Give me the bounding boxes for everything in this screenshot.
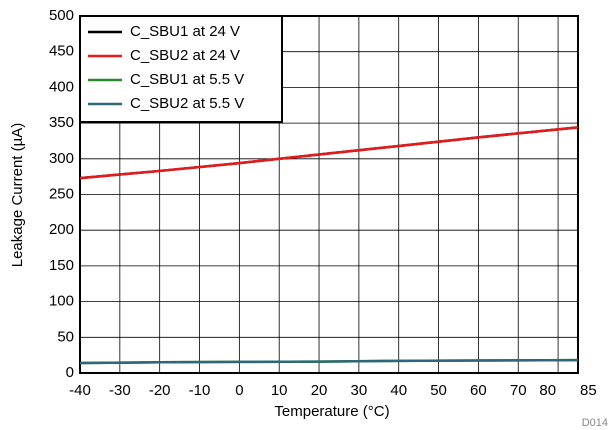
y-tick-label: 200 <box>49 221 74 238</box>
y-tick-label: 50 <box>57 328 74 345</box>
y-tick-label: 350 <box>49 114 74 131</box>
y-tick-label: 0 <box>66 364 74 381</box>
x-tick-label: 20 <box>311 382 328 399</box>
y-tick-label: 450 <box>49 43 74 60</box>
x-axis-label: Temperature (°C) <box>274 403 389 420</box>
x-tick-label: -30 <box>109 382 131 399</box>
x-tick-label: -40 <box>69 382 91 399</box>
x-tick-label: 85 <box>580 382 597 399</box>
y-tick-label: 250 <box>49 185 74 202</box>
x-tick-label: 0 <box>235 382 243 399</box>
y-tick-label: 300 <box>49 150 74 167</box>
x-tick-label: 50 <box>430 382 447 399</box>
figure-id: D014 <box>582 417 608 429</box>
x-tick-label: -20 <box>149 382 171 399</box>
x-tick-label: -10 <box>189 382 211 399</box>
legend-label: C_SBU2 at 24 V <box>130 47 240 64</box>
legend-label: C_SBU2 at 5.5 V <box>130 95 244 112</box>
x-tick-label: 70 <box>510 382 527 399</box>
legend-label: C_SBU1 at 5.5 V <box>130 71 244 88</box>
x-tick-label: 10 <box>271 382 288 399</box>
series-line <box>79 358 579 365</box>
y-tick-label: 500 <box>49 7 74 24</box>
series-line <box>79 126 579 180</box>
x-tick-label: 60 <box>470 382 487 399</box>
y-tick-label: 100 <box>49 293 74 310</box>
x-tick-label: 40 <box>390 382 407 399</box>
y-tick-label: 400 <box>49 78 74 95</box>
plot-frame <box>79 15 579 374</box>
legend-label: C_SBU1 at 24 V <box>130 23 240 40</box>
x-tick-label: 80 <box>539 382 556 399</box>
x-tick-label: 30 <box>351 382 368 399</box>
y-axis-label: Leakage Current (µA) <box>9 123 26 268</box>
y-tick-label: 150 <box>49 257 74 274</box>
